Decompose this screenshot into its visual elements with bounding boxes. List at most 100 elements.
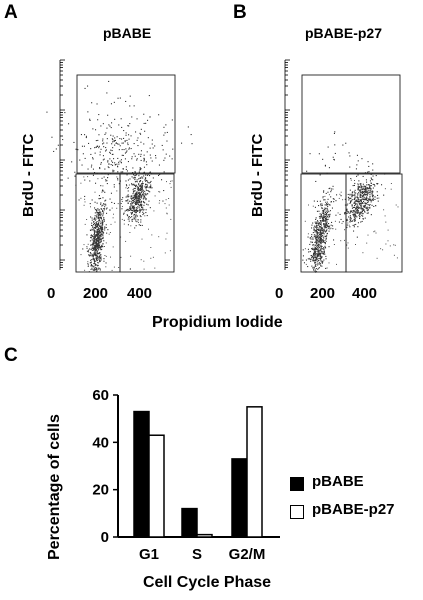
g2m-point <box>373 205 375 207</box>
g1-point <box>317 251 319 253</box>
g1-point <box>316 248 318 250</box>
g2m-point <box>357 183 359 185</box>
s-point <box>109 152 111 154</box>
g1-point <box>94 254 96 256</box>
s-point <box>147 137 149 139</box>
g1-point <box>94 212 96 214</box>
g2m-point <box>346 204 348 206</box>
g1-point <box>317 243 319 245</box>
s-point <box>150 184 152 186</box>
g2m-point <box>145 194 147 196</box>
s-point <box>118 143 120 145</box>
g1-point <box>99 252 101 254</box>
s-point <box>99 151 101 153</box>
background-point <box>321 265 323 267</box>
g1-point <box>323 241 325 243</box>
g2m-point <box>347 193 349 195</box>
g1-point <box>101 222 103 224</box>
background-point <box>92 265 94 267</box>
g1-point <box>94 244 96 246</box>
g2m-point <box>364 206 366 208</box>
g2m-point <box>131 211 133 213</box>
g1-point <box>314 230 316 232</box>
g1-point <box>329 204 331 206</box>
g2m-point <box>147 190 149 192</box>
g1-point <box>98 214 100 216</box>
g1-point <box>326 218 328 220</box>
g1-point <box>322 220 324 222</box>
g1-point <box>94 238 96 240</box>
g1-point <box>98 217 100 219</box>
background-point <box>325 239 327 241</box>
g2m-point <box>131 202 133 204</box>
g2m-point <box>359 203 361 205</box>
g2m-point <box>129 209 131 211</box>
s-point <box>107 160 109 162</box>
s-point <box>113 202 115 204</box>
bar-pbabe-g1 <box>133 410 150 538</box>
g1-point <box>95 257 97 259</box>
s-point <box>163 171 165 173</box>
g2m-point <box>360 221 362 223</box>
g2m-point <box>356 196 358 198</box>
g1-point <box>321 204 323 206</box>
g1-point <box>97 226 99 228</box>
g2m-point <box>136 221 138 223</box>
g1-point <box>317 221 319 223</box>
s-point <box>74 175 76 177</box>
g1-point <box>325 226 327 228</box>
s-point <box>110 149 112 151</box>
g1-point <box>95 241 97 243</box>
s-point <box>151 160 153 162</box>
background-point <box>103 190 105 192</box>
flow-plot-b <box>284 59 403 273</box>
g1-point <box>316 221 318 223</box>
scatter-points-b <box>302 131 399 273</box>
g2m-point <box>376 191 378 193</box>
s-point <box>74 171 76 173</box>
g1-point <box>317 254 319 256</box>
s-point <box>105 147 107 149</box>
g1-point <box>95 231 97 233</box>
g2m-point <box>364 197 366 199</box>
g1-point <box>99 255 101 257</box>
g1-point <box>321 248 323 250</box>
g2m-point <box>354 216 356 218</box>
g2m-point <box>135 203 137 205</box>
g2m-point <box>362 215 364 217</box>
s-point <box>132 167 134 169</box>
g1-point <box>105 227 107 229</box>
bar-pbabe-g2m <box>231 458 248 538</box>
g2m-point <box>363 188 365 190</box>
s-point <box>112 141 114 143</box>
s-point <box>355 168 357 170</box>
g1-point <box>335 214 337 216</box>
g2m-point <box>141 224 143 226</box>
g1-point <box>315 248 317 250</box>
g2m-point <box>369 196 371 198</box>
s-point <box>122 168 124 170</box>
background-point <box>127 188 129 189</box>
g2m-point <box>132 206 134 208</box>
g1-point <box>101 219 103 221</box>
g1-point <box>324 212 326 214</box>
g1-point <box>321 228 323 230</box>
g2m-point <box>135 215 137 217</box>
g2m-point <box>370 188 372 190</box>
g1-point <box>97 230 99 232</box>
g2m-point <box>358 207 360 209</box>
g2m-point <box>135 200 137 202</box>
g1-point <box>310 260 312 262</box>
g2m-point <box>356 207 358 209</box>
g1-point <box>111 201 113 203</box>
background-point <box>384 188 386 190</box>
g2m-point <box>127 199 129 201</box>
g1-point <box>312 222 314 224</box>
g1-point <box>95 259 97 261</box>
g1-point <box>326 208 328 210</box>
g1-point <box>323 219 325 221</box>
s-point <box>102 189 104 191</box>
g2m-point <box>349 212 351 214</box>
g2m-point <box>353 199 355 201</box>
g2m-point <box>361 220 363 222</box>
